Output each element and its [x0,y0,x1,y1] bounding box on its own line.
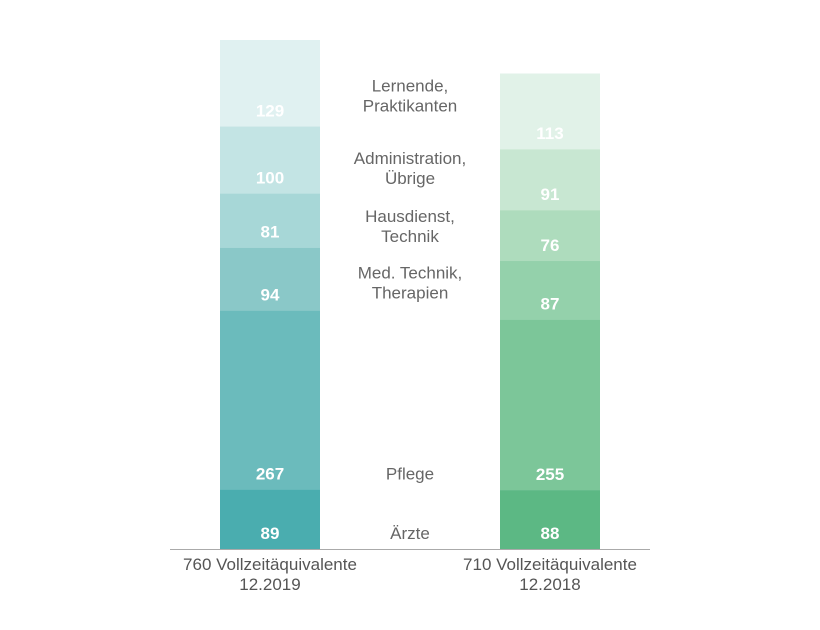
category-label-4: Administration, Übrige [354,149,466,188]
bar-segment-12-2019-0 [220,489,320,549]
series-label-line: 760 Vollzeitäquivalente [183,555,357,574]
bar-value-label: 89 [261,524,280,543]
bar-value-label: 267 [256,464,284,483]
bar-value-label: 87 [541,294,560,313]
bar-segment-12-2018-3 [500,210,600,262]
bar-segment-12-2019-5 [220,40,320,127]
bar-segment-12-2019-3 [220,193,320,248]
category-label-2: Med. Technik, Therapien [358,264,463,303]
series-label-line: 710 Vollzeitäquivalente [463,555,637,574]
category-label-line: Therapien [372,284,449,303]
axis-group: 760 Vollzeitäquivalente 12.2019 710 Vollze… [170,549,650,594]
bar-value-label: 76 [541,236,560,255]
bars-group: 89 267 94 81 100 129 88 255 87 76 91 113 [220,40,600,549]
category-label-3: Hausdienst, Technik [365,207,455,246]
category-labels-group: Ärzte Pflege Med. Technik, Therapien Hausdie… [354,76,466,543]
bar-value-label: 129 [256,101,284,120]
category-label-1: Pflege [386,465,434,484]
category-label-line: Ärzte [390,524,430,543]
series-label-line: 12.2018 [519,575,580,594]
series-label-line: 12.2019 [239,575,300,594]
bar-value-label: 91 [541,185,560,204]
bar-segment-12-2018-1 [500,319,600,491]
bar-value-label: 255 [536,465,564,484]
category-label-line: Lernende, [372,76,449,95]
bar-segment-12-2018-2 [500,261,600,320]
category-label-line: Med. Technik, [358,264,463,283]
bar-segment-12-2019-2 [220,247,320,311]
category-label-line: Hausdienst, [365,207,455,226]
bar-value-label: 88 [541,524,560,543]
bar-segment-12-2019-1 [220,310,320,490]
category-label-0: Ärzte [390,524,430,543]
category-label-line: Praktikanten [363,96,458,115]
bar-segment-12-2019-4 [220,126,320,194]
bar-value-label: 113 [536,124,563,143]
bar-value-label: 100 [256,168,284,187]
series-label-12-2018: 710 Vollzeitäquivalente 12.2018 [463,555,637,594]
category-label-5: Lernende, Praktikanten [363,76,458,115]
category-label-line: Technik [381,227,439,246]
bar-value-label: 81 [261,223,280,242]
category-label-line: Administration, [354,149,466,168]
category-label-line: Pflege [386,465,434,484]
bar-segment-12-2018-5 [500,73,600,150]
category-label-line: Übrige [385,169,435,188]
bar-value-label: 94 [261,286,280,305]
series-label-12-2019: 760 Vollzeitäquivalente 12.2019 [183,555,357,594]
bar-segment-12-2018-4 [500,149,600,211]
bar-segment-12-2018-0 [500,490,600,549]
